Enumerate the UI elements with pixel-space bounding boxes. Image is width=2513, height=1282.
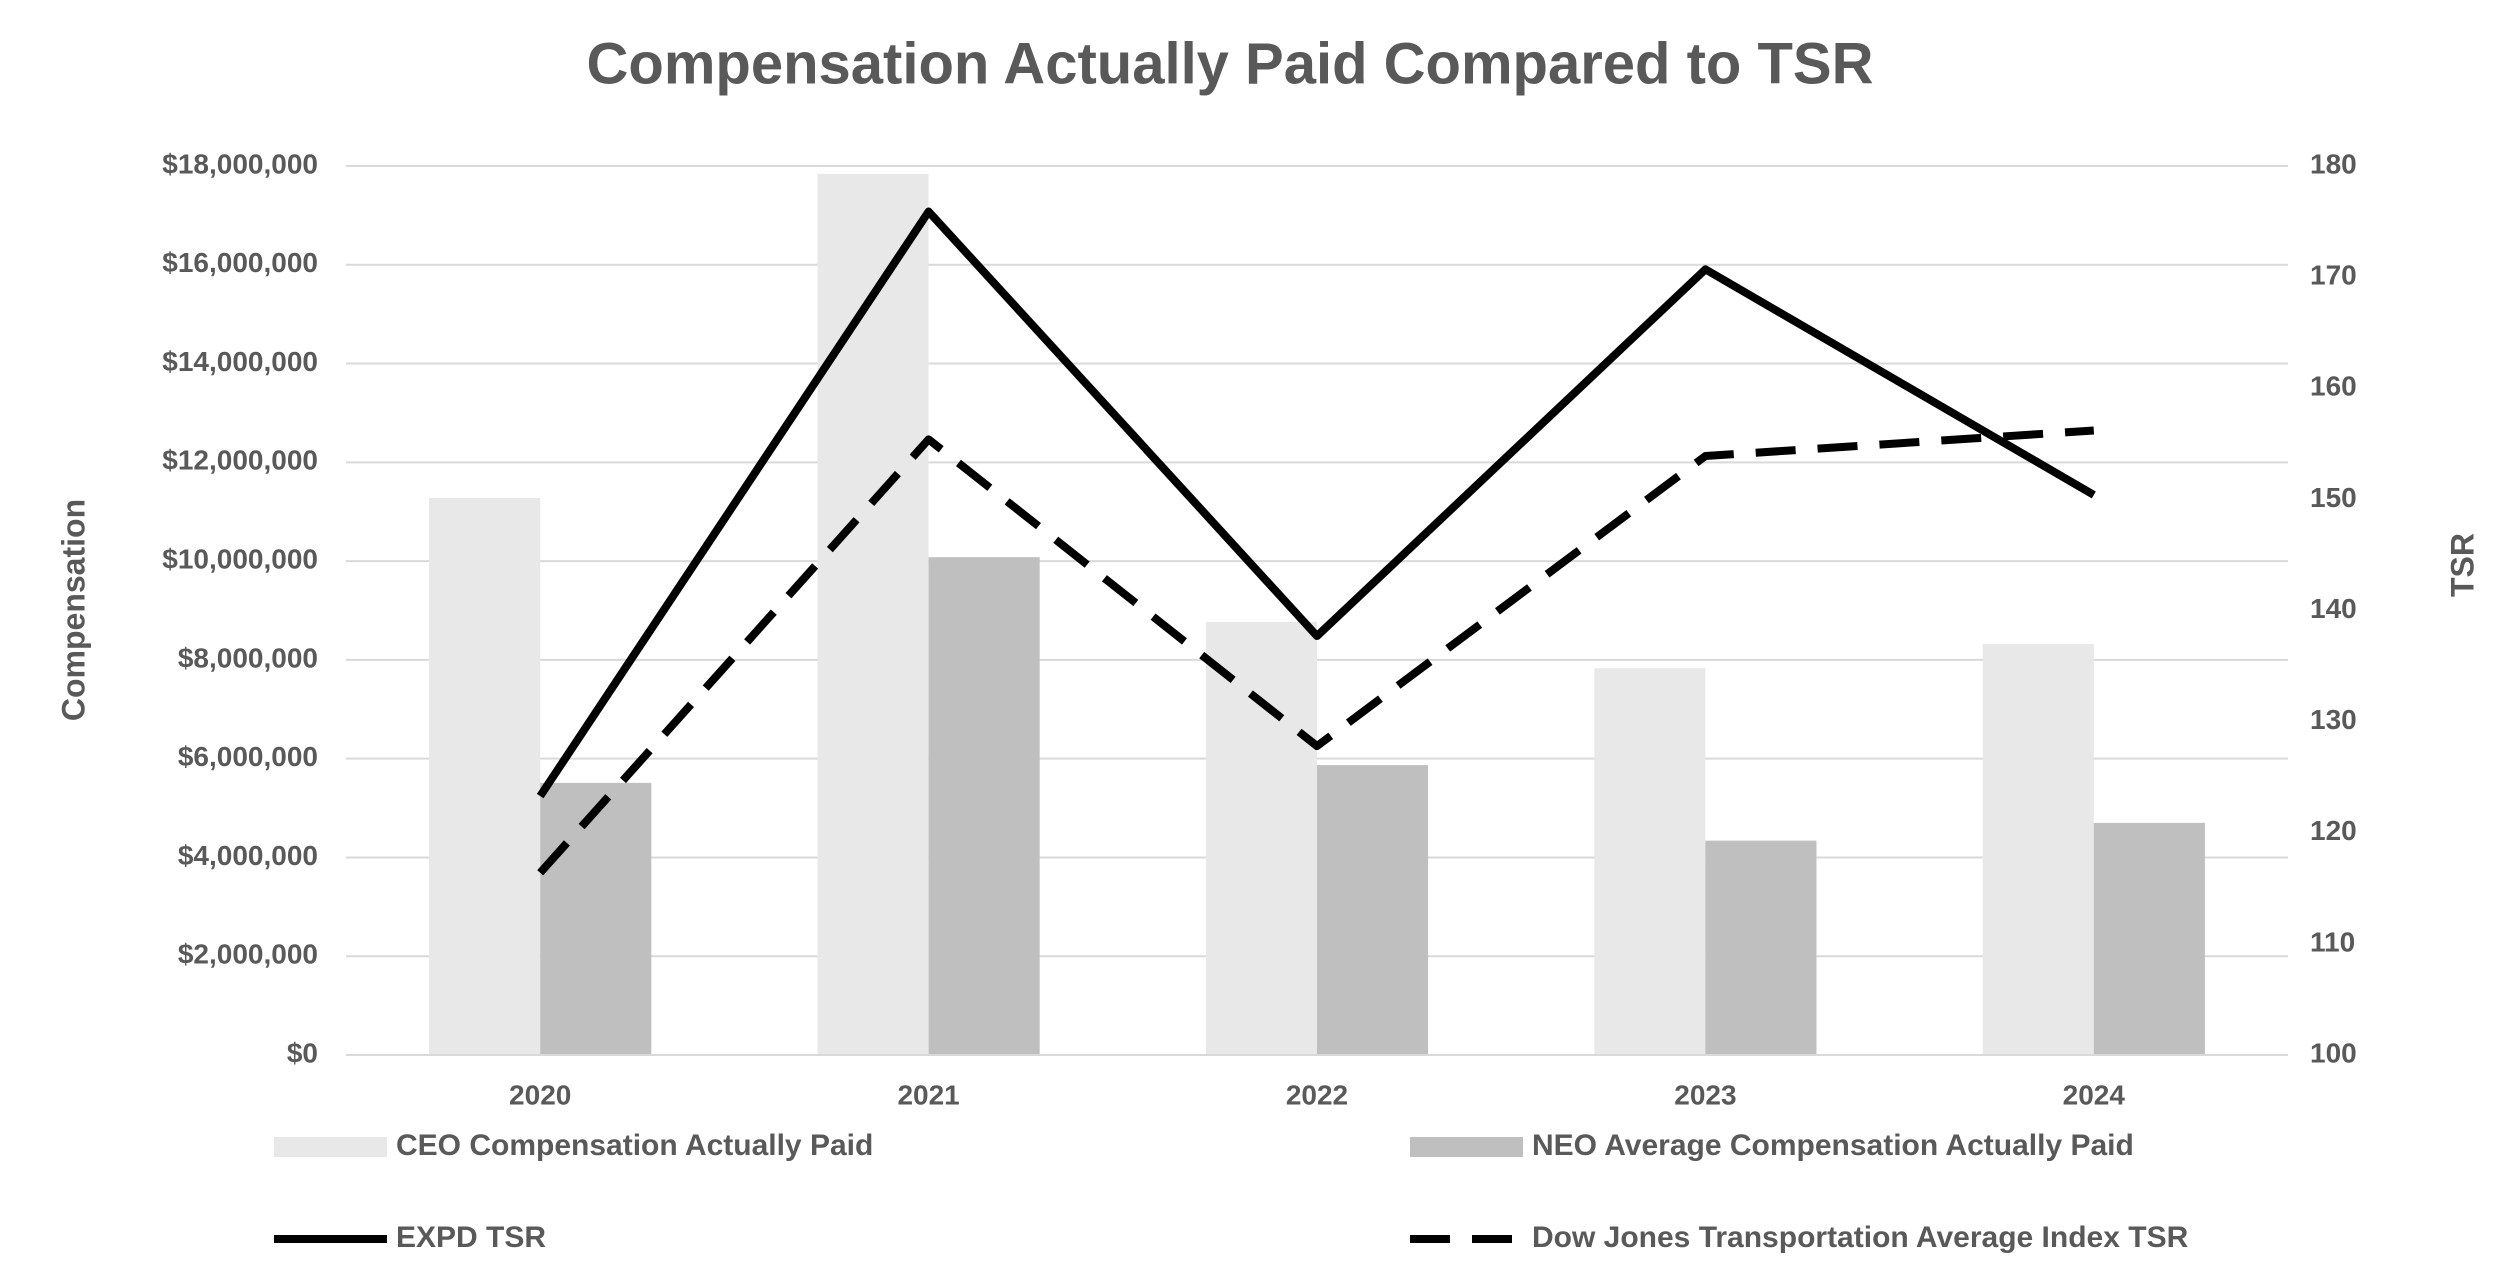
x-tick-label: 2022	[1286, 1079, 1348, 1110]
bar	[2093, 822, 2205, 1055]
bar	[1705, 840, 1817, 1055]
x-tick-label: 2020	[509, 1079, 571, 1110]
bar	[928, 557, 1040, 1055]
y2-tick-label: 110	[2310, 926, 2355, 957]
bar	[817, 173, 929, 1055]
bar	[1982, 644, 2094, 1055]
y2-tick-label: 170	[2310, 260, 2357, 291]
x-tick-label: 2024	[2063, 1079, 2126, 1110]
x-tick-label: 2021	[897, 1079, 959, 1110]
line	[536, 207, 2096, 799]
legend-swatch	[274, 1137, 387, 1157]
legend-swatch	[1410, 1137, 1523, 1157]
bar	[429, 497, 541, 1056]
bar	[1317, 765, 1429, 1055]
legend-label: EXPD TSR	[396, 1221, 546, 1254]
y2-tick-label: 100	[2310, 1037, 2357, 1068]
y2-tick-label: 140	[2310, 593, 2357, 624]
y2-tick-label: 180	[2310, 148, 2357, 179]
y-tick-label: $6,000,000	[178, 741, 318, 772]
bar	[1205, 621, 1317, 1055]
chart-title: Compensation Actually Paid Compared to T…	[587, 31, 1874, 96]
legend-label: NEO Average Compensation Actually Paid	[1532, 1129, 2134, 1162]
y-tick-label: $16,000,000	[162, 247, 318, 278]
y2-tick-label: 130	[2310, 704, 2357, 735]
y-tick-label: $12,000,000	[162, 445, 318, 476]
y-tick-label: $8,000,000	[178, 642, 318, 673]
y2-axis-title: TSR	[2444, 533, 2480, 597]
y-axis-title: Compensation	[55, 499, 91, 721]
y2-tick-label: 120	[2310, 815, 2357, 846]
bar	[1594, 668, 1706, 1055]
y2-tick-label: 160	[2310, 371, 2357, 402]
y-tick-label: $14,000,000	[162, 346, 318, 377]
y2-tick-label: 150	[2310, 482, 2357, 513]
y-tick-label: $4,000,000	[178, 840, 318, 871]
legend-label: CEO Compensation Actually Paid	[396, 1129, 873, 1162]
x-tick-label: 2023	[1674, 1079, 1736, 1110]
y-tick-label: $10,000,000	[162, 544, 318, 575]
y-tick-label: $18,000,000	[162, 148, 318, 179]
bar	[540, 782, 652, 1055]
line	[537, 426, 2095, 876]
legend-label: Dow Jones Transportation Average Index T…	[1532, 1221, 2189, 1254]
y-tick-label: $0	[287, 1037, 318, 1068]
y-tick-label: $2,000,000	[178, 939, 318, 970]
